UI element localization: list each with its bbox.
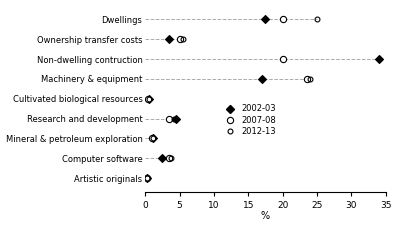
X-axis label: %: %: [261, 211, 270, 222]
Legend: 2002-03, 2007-08, 2012-13: 2002-03, 2007-08, 2012-13: [222, 104, 276, 136]
